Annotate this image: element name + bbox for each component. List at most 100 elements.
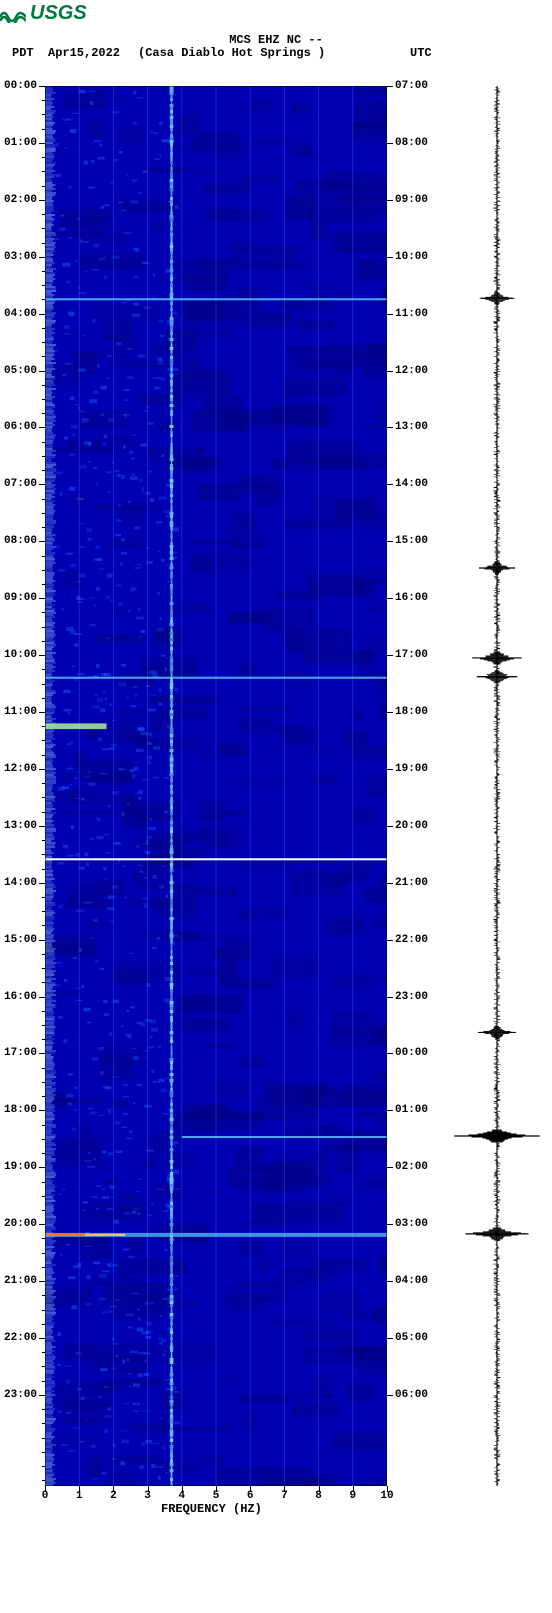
- y-tick-left: 19:00: [4, 1161, 37, 1173]
- axis-tick: [42, 527, 45, 528]
- y-tick-right: 03:00: [395, 1218, 428, 1230]
- axis-tick: [42, 997, 45, 998]
- y-tick-right: 00:00: [395, 1047, 428, 1059]
- y-tick-right: 11:00: [395, 308, 428, 320]
- axis-tick: [42, 385, 45, 386]
- y-tick-left: 04:00: [4, 308, 37, 320]
- axis-tick: [42, 698, 45, 699]
- y-tick-left: 05:00: [4, 365, 37, 377]
- y-tick-right: 23:00: [395, 991, 428, 1003]
- y-tick-right: 13:00: [395, 421, 428, 433]
- axis-tick: [42, 427, 45, 428]
- axis-tick: [42, 371, 45, 372]
- tz-left: PDT: [12, 46, 34, 60]
- axis-tick: [42, 1366, 45, 1367]
- y-tick-left: 12:00: [4, 763, 37, 775]
- axis-tick: [387, 1167, 393, 1168]
- axis-tick: [42, 1295, 45, 1296]
- axis-tick: [42, 1338, 45, 1339]
- axis-tick: [42, 257, 45, 258]
- y-tick-right: 05:00: [395, 1332, 428, 1344]
- usgs-logo: USGS: [0, 2, 87, 25]
- y-tick-right: 12:00: [395, 365, 428, 377]
- axis-tick: [42, 314, 45, 315]
- axis-tick: [42, 499, 45, 500]
- axis-tick: [42, 982, 45, 983]
- axis-tick: [387, 200, 393, 201]
- y-tick-left: 13:00: [4, 820, 37, 832]
- axis-tick: [42, 114, 45, 115]
- axis-tick: [387, 1281, 393, 1282]
- axis-tick: [387, 371, 393, 372]
- title-line2: (Casa Diablo Hot Springs ): [138, 46, 325, 60]
- y-tick-right: 15:00: [395, 535, 428, 547]
- y-tick-right: 20:00: [395, 820, 428, 832]
- header-date: Apr15,2022: [48, 46, 120, 60]
- axis-tick: [42, 783, 45, 784]
- axis-tick: [42, 968, 45, 969]
- axis-tick: [42, 712, 45, 713]
- axis-tick: [42, 769, 45, 770]
- y-tick-left: 18:00: [4, 1104, 37, 1116]
- axis-tick: [42, 1139, 45, 1140]
- axis-tick: [42, 740, 45, 741]
- axis-tick: [42, 669, 45, 670]
- waveform-panel: [452, 86, 542, 1486]
- y-tick-left: 00:00: [4, 80, 37, 92]
- y-tick-right: 21:00: [395, 877, 428, 889]
- axis-tick: [42, 726, 45, 727]
- axis-tick: [387, 1110, 393, 1111]
- usgs-logo-text: USGS: [30, 2, 87, 25]
- axis-tick: [42, 214, 45, 215]
- axis-tick: [42, 869, 45, 870]
- axis-tick: [42, 413, 45, 414]
- axis-tick: [387, 826, 393, 827]
- axis-tick: [42, 797, 45, 798]
- tz-right: UTC: [410, 46, 432, 60]
- y-tick-left: 11:00: [4, 706, 37, 718]
- axis-tick: [42, 143, 45, 144]
- axis-tick: [42, 442, 45, 443]
- page: USGS MCS EHZ NC -- PDT Apr15,2022 (Casa …: [0, 0, 552, 1613]
- axis-tick: [42, 1253, 45, 1254]
- axis-tick: [42, 826, 45, 827]
- y-tick-left: 02:00: [4, 194, 37, 206]
- axis-tick: [42, 627, 45, 628]
- chart-title: MCS EHZ NC --: [0, 33, 552, 47]
- x-axis-label: FREQUENCY (HZ): [161, 1502, 262, 1516]
- axis-tick: [387, 541, 393, 542]
- y-tick-left: 08:00: [4, 535, 37, 547]
- y-tick-right: 07:00: [395, 80, 428, 92]
- axis-tick: [42, 243, 45, 244]
- spectrogram-plot: [45, 86, 387, 1486]
- axis-tick: [387, 86, 393, 87]
- axis-tick: [42, 86, 45, 87]
- axis-tick: [387, 1338, 393, 1339]
- y-tick-left: 06:00: [4, 421, 37, 433]
- axis-tick: [42, 925, 45, 926]
- axis-tick: [42, 911, 45, 912]
- axis-tick: [387, 883, 393, 884]
- axis-tick: [42, 1238, 45, 1239]
- axis-tick: [42, 1068, 45, 1069]
- axis-tick: [42, 342, 45, 343]
- y-tick-left: 22:00: [4, 1332, 37, 1344]
- axis-tick: [42, 1395, 45, 1396]
- axis-tick: [387, 712, 393, 713]
- y-tick-left: 14:00: [4, 877, 37, 889]
- y-tick-left: 10:00: [4, 649, 37, 661]
- axis-tick: [42, 840, 45, 841]
- axis-tick: [42, 1438, 45, 1439]
- axis-tick: [387, 598, 393, 599]
- axis-tick: [42, 200, 45, 201]
- axis-tick: [42, 1025, 45, 1026]
- axis-tick: [42, 1267, 45, 1268]
- y-tick-right: 02:00: [395, 1161, 428, 1173]
- axis-tick: [42, 186, 45, 187]
- y-tick-right: 10:00: [395, 251, 428, 263]
- axis-tick: [42, 584, 45, 585]
- axis-tick: [42, 171, 45, 172]
- axis-tick: [387, 257, 393, 258]
- axis-tick: [42, 1423, 45, 1424]
- title-line1: MCS EHZ NC --: [0, 33, 552, 47]
